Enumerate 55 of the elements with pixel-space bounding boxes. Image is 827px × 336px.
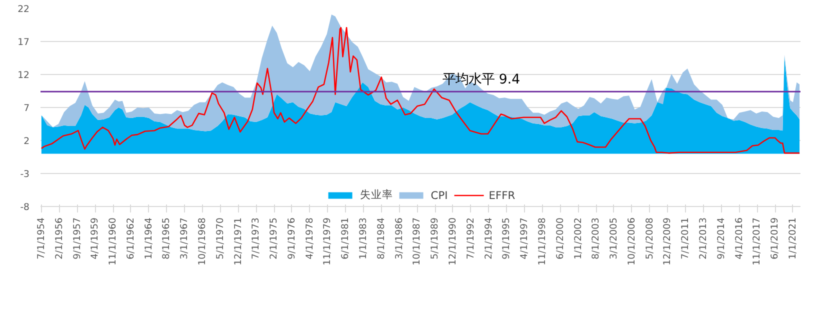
x-tick-label: 10/1/2006 xyxy=(626,217,638,266)
x-tick-label: 4/1/1978 xyxy=(304,217,316,260)
x-tick-label: 11/1/1998 xyxy=(536,217,548,266)
x-tick-label: 3/1/2005 xyxy=(608,217,620,260)
legend-label: CPI xyxy=(430,188,449,202)
x-tick-label: 8/1/2003 xyxy=(590,217,602,260)
x-tick-label: 2/1/2013 xyxy=(698,217,710,260)
x-tick-label: 12/1/1971 xyxy=(232,217,244,266)
line-series xyxy=(40,26,800,154)
x-tick-label: 3/1/1967 xyxy=(179,217,190,260)
x-tick-label: 1/1/2002 xyxy=(572,217,584,260)
legend-label: 失业率 xyxy=(360,188,393,202)
x-tick-label: 9/1/1995 xyxy=(501,217,512,260)
x-tick-label: 9/1/1957 xyxy=(72,217,83,260)
x-tick-label: 2/1/1994 xyxy=(483,217,494,260)
x-tick-label: 12/1/2009 xyxy=(662,217,674,266)
x-tick-label: 8/1/1965 xyxy=(161,217,172,260)
x-tick-label: 5/1/1970 xyxy=(214,217,226,260)
x-tick-label: 5/1/2008 xyxy=(644,217,656,260)
x-tick-label: 3/1/1986 xyxy=(394,217,405,260)
y-tick-label: -8 xyxy=(20,202,30,213)
y-tick-label: 12 xyxy=(18,70,30,81)
x-tick-label: 6/1/2019 xyxy=(770,217,781,260)
x-tick-label: 9/1/1976 xyxy=(286,217,298,260)
y-tick-label: 22 xyxy=(18,4,30,15)
x-tick-label: 7/1/1973 xyxy=(250,217,262,260)
x-tick-label: 2/1/1956 xyxy=(54,217,65,260)
x-tick-label: 7/1/1992 xyxy=(465,217,476,260)
x-tick-label: 4/1/1959 xyxy=(90,217,101,260)
x-tick-label: 10/1/1968 xyxy=(197,217,208,266)
ref-line-label: 平均水平 9.4 xyxy=(442,72,520,88)
x-tick-label: 1/1/1983 xyxy=(358,217,370,260)
x-tick-label: 11/1/1960 xyxy=(108,217,119,266)
y-tick-label: 7 xyxy=(24,103,30,114)
x-tick-label: 1/1/2021 xyxy=(787,217,798,260)
y-tick-label: -3 xyxy=(20,169,30,180)
x-tick-label: 7/1/2011 xyxy=(680,217,692,260)
x-tick-label: 12/1/1990 xyxy=(447,217,458,266)
x-tick-label: 6/1/1981 xyxy=(340,217,352,260)
x-tick-label: 6/1/1962 xyxy=(125,217,136,260)
x-tick-label: 5/1/1989 xyxy=(430,217,441,260)
x-tick-label: 8/1/1984 xyxy=(376,217,387,260)
legend-label: EFFR xyxy=(488,188,516,202)
x-tick-label: 4/1/2016 xyxy=(734,217,745,260)
x-tick-label: 1/1/1964 xyxy=(143,217,154,260)
x-tick-label: 7/1/1954 xyxy=(36,217,47,260)
y-tick-label: 2 xyxy=(24,136,30,147)
x-tick-label: 11/1/1979 xyxy=(322,217,334,266)
x-tick-label: 2/1/1975 xyxy=(268,217,280,260)
y-tick-label: 17 xyxy=(18,37,30,48)
x-tick-label: 6/1/2000 xyxy=(554,217,566,260)
x-tick-label: 11/1/2017 xyxy=(752,217,763,266)
x-tick-label: 10/1/1987 xyxy=(412,217,423,266)
x-tick-label: 4/1/1997 xyxy=(519,217,530,260)
x-tick-label: 9/1/2014 xyxy=(716,217,727,260)
